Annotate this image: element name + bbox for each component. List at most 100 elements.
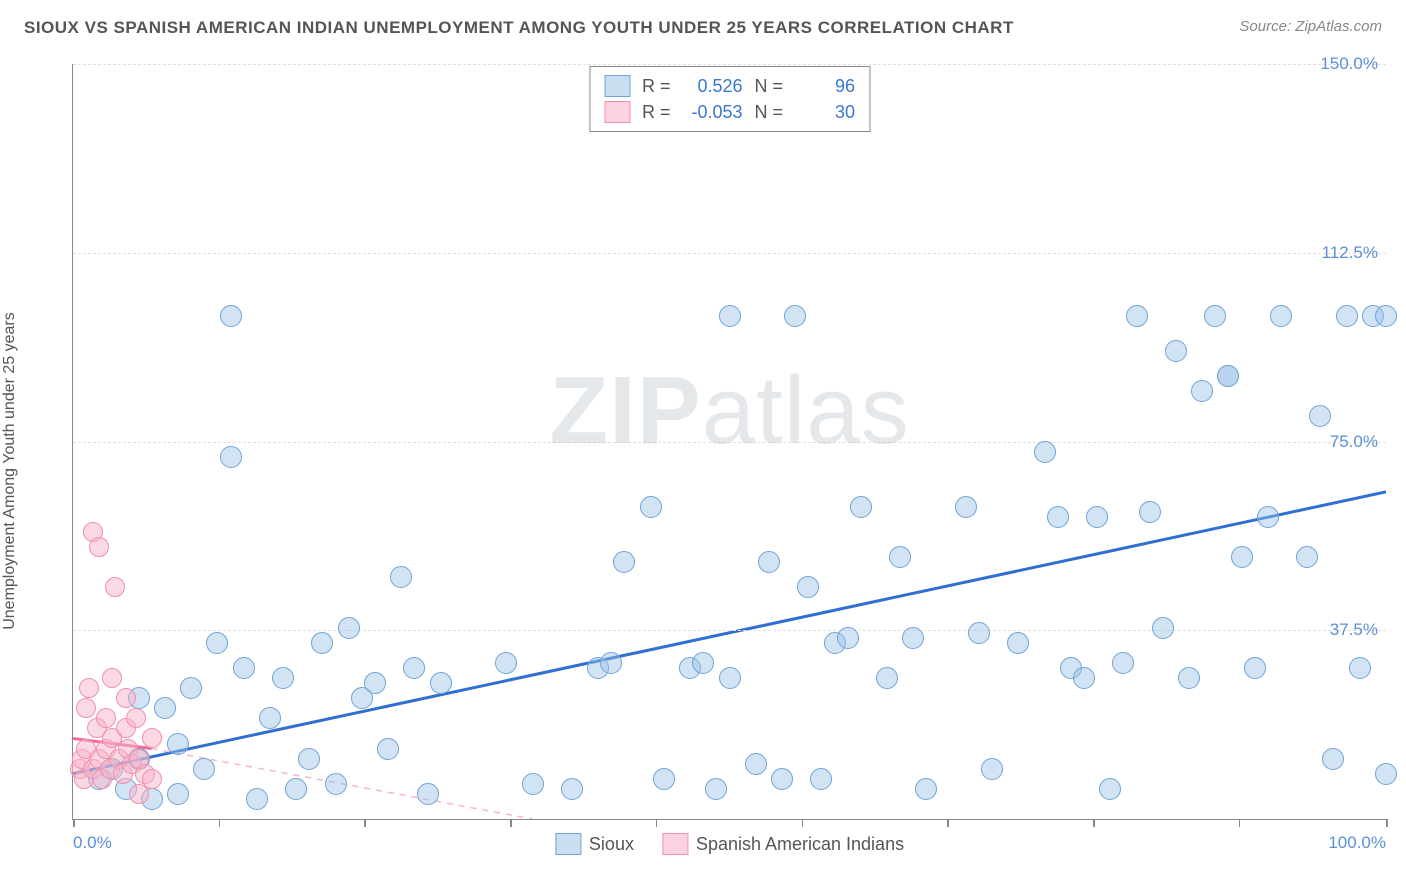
data-point [719, 305, 741, 327]
data-point [1336, 305, 1358, 327]
data-point [403, 657, 425, 679]
data-point [364, 672, 386, 694]
data-point [105, 577, 125, 597]
x-tick [510, 819, 512, 827]
data-point [390, 566, 412, 588]
data-point [850, 496, 872, 518]
x-tick [364, 819, 366, 827]
data-point [955, 496, 977, 518]
data-point [981, 758, 1003, 780]
data-point [272, 667, 294, 689]
legend-label-spanish: Spanish American Indians [696, 834, 904, 855]
data-point [311, 632, 333, 654]
data-point [968, 622, 990, 644]
data-point [180, 677, 202, 699]
data-point [1139, 501, 1161, 523]
data-point [1204, 305, 1226, 327]
data-point [430, 672, 452, 694]
trend-line [73, 492, 1386, 774]
data-point [1191, 380, 1213, 402]
data-point [1217, 365, 1239, 387]
data-point [1178, 667, 1200, 689]
data-point [613, 551, 635, 573]
data-point [89, 537, 109, 557]
data-point [600, 652, 622, 674]
r-label: R = [642, 102, 671, 123]
data-point [96, 708, 116, 728]
x-tick [1386, 819, 1388, 827]
data-point [102, 668, 122, 688]
data-point [1152, 617, 1174, 639]
data-point [193, 758, 215, 780]
data-point [142, 769, 162, 789]
data-point [338, 617, 360, 639]
data-point [692, 652, 714, 674]
data-point [1375, 305, 1397, 327]
n-value-sioux: 96 [795, 76, 855, 97]
x-tick [656, 819, 658, 827]
data-point [220, 446, 242, 468]
data-point [142, 728, 162, 748]
data-point [876, 667, 898, 689]
data-point [1112, 652, 1134, 674]
data-point [325, 773, 347, 795]
data-point [1165, 340, 1187, 362]
source-prefix: Source: [1239, 18, 1295, 35]
data-point [154, 697, 176, 719]
data-point [246, 788, 268, 810]
series-legend: Sioux Spanish American Indians [555, 833, 904, 855]
grid-line [73, 253, 1386, 254]
y-tick-label: 112.5% [1322, 243, 1378, 263]
data-point [167, 733, 189, 755]
data-point [784, 305, 806, 327]
grid-line [73, 64, 1386, 65]
data-point [298, 748, 320, 770]
data-point [1270, 305, 1292, 327]
r-value-spanish: -0.053 [683, 102, 743, 123]
swatch-pink [604, 101, 630, 123]
data-point [837, 627, 859, 649]
data-point [745, 753, 767, 775]
watermark-atlas: atlas [702, 357, 910, 464]
x-tick [802, 819, 804, 827]
data-point [377, 738, 399, 760]
n-label: N = [755, 76, 784, 97]
data-point [417, 783, 439, 805]
legend-row-spanish: R = -0.053 N = 30 [604, 99, 855, 125]
data-point [1099, 778, 1121, 800]
data-point [220, 305, 242, 327]
data-point [719, 667, 741, 689]
y-tick-label: 75.0% [1330, 432, 1378, 452]
data-point [758, 551, 780, 573]
correlation-legend: R = 0.526 N = 96 R = -0.053 N = 30 [589, 66, 870, 132]
n-label: N = [755, 102, 784, 123]
legend-item-spanish: Spanish American Indians [662, 833, 904, 855]
data-point [1126, 305, 1148, 327]
y-tick-label: 150.0% [1320, 54, 1378, 74]
legend-label-sioux: Sioux [589, 834, 634, 855]
watermark: ZIPatlas [549, 356, 909, 466]
x-tick [947, 819, 949, 827]
legend-row-sioux: R = 0.526 N = 96 [604, 73, 855, 99]
data-point [1322, 748, 1344, 770]
data-point [561, 778, 583, 800]
data-point [167, 783, 189, 805]
data-point [285, 778, 307, 800]
x-tick [1093, 819, 1095, 827]
x-tick [73, 819, 75, 827]
data-point [495, 652, 517, 674]
data-point [1244, 657, 1266, 679]
data-point [915, 778, 937, 800]
data-point [1086, 506, 1108, 528]
x-tick-label: 100.0% [1328, 833, 1386, 853]
data-point [771, 768, 793, 790]
swatch-blue [555, 833, 581, 855]
data-point [79, 678, 99, 698]
data-point [653, 768, 675, 790]
source-link[interactable]: ZipAtlas.com [1295, 18, 1382, 35]
data-point [1231, 546, 1253, 568]
data-point [116, 688, 136, 708]
data-point [1296, 546, 1318, 568]
data-point [1309, 405, 1331, 427]
swatch-blue [604, 75, 630, 97]
